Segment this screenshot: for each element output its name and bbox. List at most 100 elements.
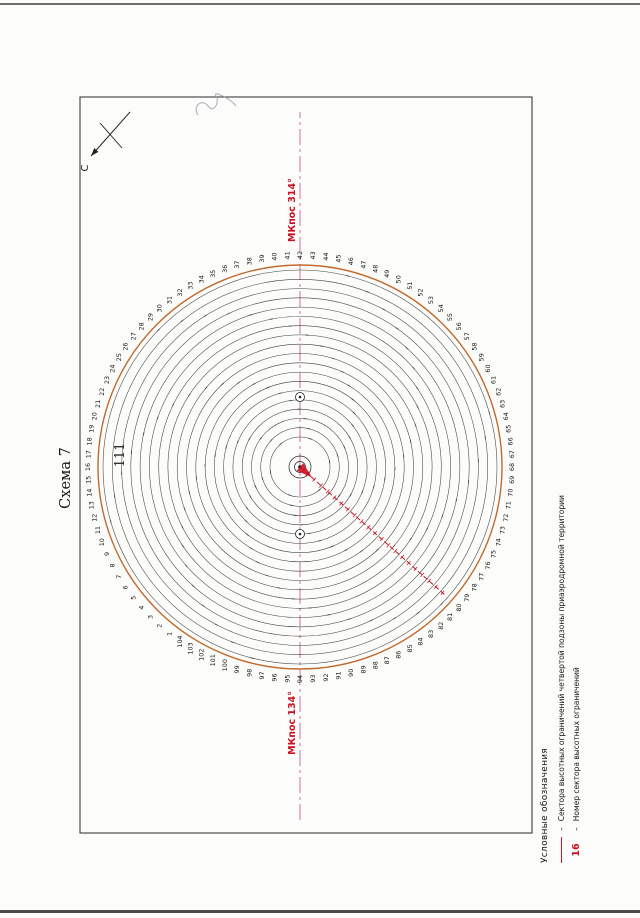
ring-annotation-mark [109, 519, 112, 524]
course-label-right: МКпос 314° [287, 178, 298, 242]
sector-number-label: 73 [499, 526, 507, 534]
sector-number-label: 85 [406, 644, 414, 652]
sector-number-label: 74 [494, 538, 502, 546]
ring-circle [121, 288, 479, 646]
sector-number-label: 76 [484, 561, 492, 569]
ring-circle [112, 279, 488, 655]
beacon-dot [298, 532, 302, 536]
sector-number-label: 77 [478, 573, 486, 581]
legend-dash: – [572, 827, 581, 831]
sector-number-label: 37 [233, 261, 241, 269]
sector-boundary-tick [406, 560, 411, 566]
ring-circle [130, 297, 470, 637]
runway-symbol-icon [296, 463, 313, 478]
ring-annotation-mark [317, 539, 322, 542]
ring-annotation-mark [361, 490, 364, 494]
sector-number-label: 86 [395, 651, 403, 659]
ring-annotation-mark [203, 314, 208, 317]
sector-number-label: 44 [322, 252, 330, 260]
north-arrow-shaft [90, 111, 131, 157]
ring-annotation-mark [266, 386, 270, 389]
sector-number-label: 90 [347, 669, 355, 677]
sector-boundary-tick [413, 566, 418, 572]
sector-number-label: 95 [283, 675, 291, 683]
ring-annotation-mark [287, 494, 292, 497]
sector-boundary-tick [420, 572, 425, 578]
ring-annotations [109, 274, 491, 660]
scan-edge-bottom [0, 910, 640, 913]
ring-annotation-mark [269, 438, 273, 442]
ring-annotation-mark [415, 386, 419, 390]
sector-number-label: 12 [90, 514, 98, 522]
sector-boundary-tick [373, 530, 377, 536]
sector-number-label: 9 [103, 552, 111, 556]
sector-number-label: 52 [417, 288, 425, 296]
sector-number-label: 34 [198, 275, 206, 283]
sector-boundary-tick [325, 489, 330, 494]
red-line-icon [561, 837, 562, 863]
sector-number-label: 81 [446, 613, 454, 621]
ring-annotation-mark [181, 525, 184, 529]
ring-annotation-mark [365, 290, 370, 293]
legend-dash: – [557, 827, 566, 831]
sector-number-label: 24 [109, 364, 117, 372]
ring-annotation-mark [330, 545, 334, 548]
ring-annotation-mark [113, 494, 116, 499]
ring-annotation-mark [307, 532, 312, 535]
sector-number-label: 1 [166, 632, 174, 636]
ring-annotation-mark [252, 382, 256, 386]
ring-annotation-mark [382, 308, 386, 311]
sector-number-label: 23 [103, 376, 111, 384]
sector-number-label: 68 [508, 463, 516, 471]
page-title: Схема 7 [58, 447, 74, 509]
ring-annotation-mark [416, 405, 419, 409]
sector-boundary-tick [393, 548, 398, 554]
legend-item: 16 – Номер сектора высотных ограничений [571, 433, 582, 863]
sector-number-label: 66 [507, 437, 515, 445]
scan-edge-top [0, 3, 640, 5]
ring-annotation-mark [395, 327, 399, 330]
ring-annotation-mark [425, 527, 429, 531]
ring-annotation-mark [142, 432, 145, 436]
ring-annotation-mark [405, 346, 409, 350]
sector-number-label: 10 [98, 538, 106, 546]
sector-number-label: 16 [84, 463, 92, 471]
ring-annotation-mark [214, 623, 218, 626]
ring-circle [269, 436, 331, 498]
ring-annotation-mark [255, 561, 260, 564]
sector-number-label: 93 [309, 675, 317, 683]
ring-annotation-mark [184, 564, 188, 568]
sector-boundary-tick [433, 584, 438, 590]
legend-title: Условные обозначения [540, 747, 550, 863]
ring-annotation-mark [265, 574, 269, 577]
sector-boundary-tick [312, 477, 317, 482]
ring-circle [260, 427, 340, 507]
ring-circle [149, 316, 451, 618]
sector-number-label: 8 [109, 563, 117, 567]
sector-boundary-tick [339, 501, 344, 506]
sector-boundary-tick [359, 519, 364, 524]
sector-number-label: 49 [383, 270, 391, 278]
sector-number-label: 5 [129, 596, 137, 600]
ring-annotation-mark [351, 398, 355, 401]
sector-number-label: 71 [505, 501, 513, 509]
sector-number-label: 30 [156, 304, 164, 312]
sector-number-label: 69 [508, 476, 516, 484]
ring-annotation-mark [307, 427, 311, 430]
sector-number-label: 27 [129, 332, 137, 340]
ring-annotation-mark [254, 485, 257, 489]
ring-annotation-mark [409, 537, 413, 541]
sector-number-label: 31 [166, 296, 174, 304]
sector-number-label: 50 [395, 275, 403, 283]
pencil-scribble [195, 93, 237, 116]
ring-annotation-mark [156, 416, 159, 420]
ring-circle [102, 269, 498, 665]
sector-number-label: 32 [176, 288, 184, 296]
sector-number-label: 100 [221, 659, 229, 671]
sector-boundary-tick [366, 525, 371, 530]
ring-annotation-mark [181, 544, 185, 548]
sector-boundary-tick [346, 507, 350, 512]
ring-annotation-mark [349, 493, 352, 497]
ring-annotation-mark [183, 507, 186, 511]
